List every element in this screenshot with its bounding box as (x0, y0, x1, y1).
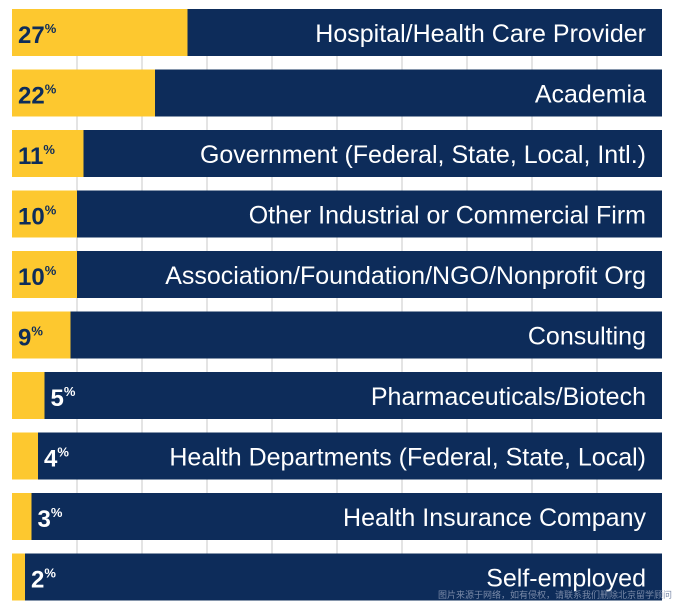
bar-fill (12, 372, 45, 419)
bar-track (12, 311, 662, 359)
bar-fill (12, 311, 71, 359)
data-label: 27% (18, 21, 57, 49)
category-label: Pharmaceuticals/Biotech (371, 383, 646, 411)
bar-fill (12, 9, 188, 56)
category-label: Other Industrial or Commercial Firm (249, 202, 646, 230)
bar-track (12, 251, 662, 298)
category-label: Academia (535, 81, 646, 109)
bar-track (12, 432, 662, 480)
bar-row: 2% Self-employed (12, 553, 662, 601)
bar-row: 3% Health Insurance Company (12, 493, 662, 540)
bar-row: 5% Pharmaceuticals/Biotech (12, 372, 662, 419)
data-label: 3% (38, 505, 63, 533)
bar-row: 27% Hospital/Health Care Provider (12, 9, 662, 56)
data-label: 10% (18, 263, 57, 291)
bar-fill (12, 251, 77, 298)
bar-row: 9% Consulting (12, 311, 662, 359)
category-label: Consulting (528, 323, 646, 351)
bar-fill (12, 432, 38, 480)
bar-track (12, 493, 662, 540)
category-label: Health Insurance Company (343, 504, 646, 532)
data-label: 22% (18, 82, 57, 110)
bar-fill (12, 553, 25, 601)
bar-track (12, 553, 662, 601)
bar-fill (12, 190, 77, 238)
bar-track (12, 130, 662, 177)
bar-track (12, 190, 662, 238)
bar-fill (12, 130, 84, 177)
data-label: 9% (18, 324, 43, 352)
data-label: 2% (31, 566, 56, 594)
bar-track (12, 372, 662, 419)
category-label: Self-employed (486, 565, 646, 593)
bar-row: 22% Academia (12, 69, 662, 117)
data-label: 4% (44, 445, 69, 473)
category-label: Government (Federal, State, Local, Intl.… (200, 141, 646, 169)
bars: 27% Hospital/Health Care Provider 22% Acade… (12, 9, 662, 601)
bar-fill (12, 69, 155, 117)
data-label: 11% (18, 142, 55, 170)
bar-fill (12, 493, 32, 540)
bar-row: 4% Health Departments (Federal, State, Lo… (12, 432, 662, 480)
category-label: Health Departments (Federal, State, Loca… (169, 444, 646, 472)
bar-row: 10% Association/Foundation/NGO/Nonprofit … (12, 251, 662, 298)
data-label: 5% (51, 384, 76, 412)
bar-row: 11% Government (Federal, State, Local, In… (12, 130, 662, 177)
data-label: 10% (18, 203, 57, 231)
bar-row: 10% Other Industrial or Commercial Firm (12, 190, 662, 238)
category-label: Association/Foundation/NGO/Nonprofit Org (165, 262, 646, 290)
category-label: Hospital/Health Care Provider (315, 20, 646, 48)
watermark-text: 图片来源于网络，如有侵权，请联系我们删除北京留学顾问 (438, 589, 672, 601)
